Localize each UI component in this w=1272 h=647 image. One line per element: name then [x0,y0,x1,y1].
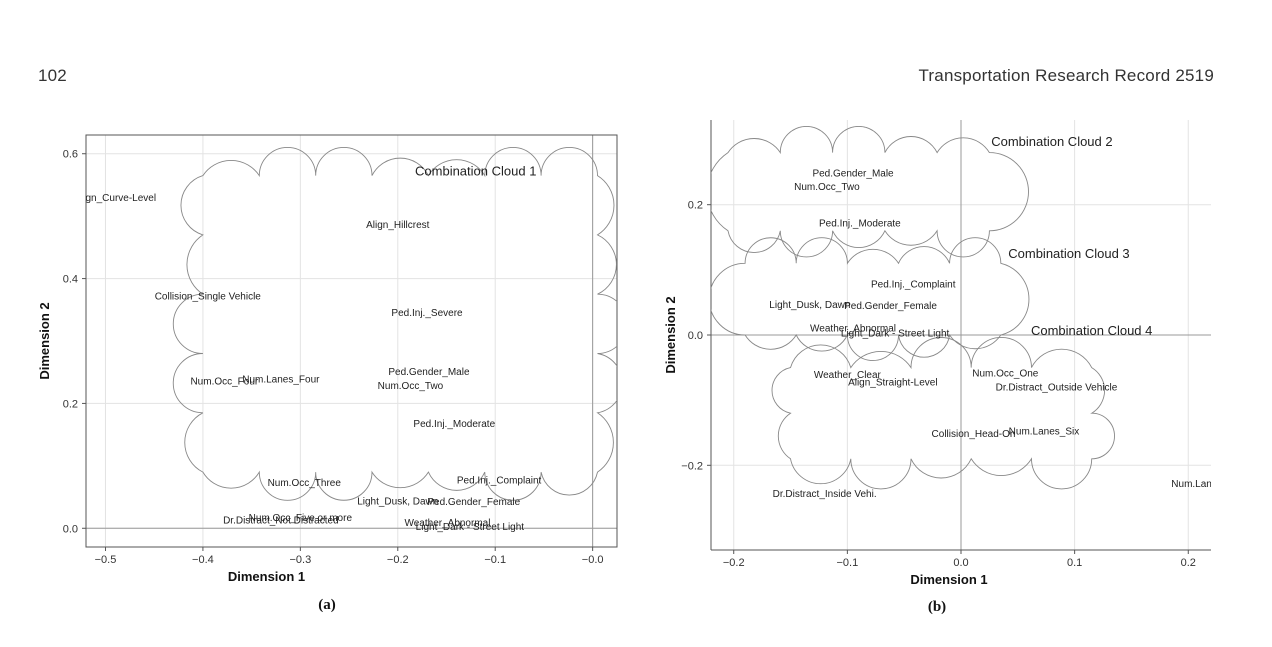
combination-cloud [771,337,1115,490]
y-axis-label: Dimension 2 [37,302,52,379]
chart-a: −0.5 −0.4 −0.3 −0.2 −0.1 −0.0 0.0 0.2 0.4 0.6 Dime… [37,134,618,613]
chart-b: −0.2 −0.1 0.0 0.1 0.2 −0.2 0.0 0.2 Dimension 1 Di… [663,120,1228,615]
point-label: Ped.Gender_Male [388,367,470,378]
plot-frame [85,134,618,548]
point-label: Ped.Inj._Moderate [413,419,495,430]
point-label: Weather_Abnormal [810,323,896,334]
point-label: Dr.Distract_Inside Vehi. [773,489,877,500]
cloud-label: Combination Cloud 2 [991,134,1112,149]
x-tick-label: −0.2 [723,557,745,569]
cloud-layer [172,147,617,501]
y-tick-label: 0.0 [63,523,78,535]
cloud-label: Combination Cloud 1 [415,164,536,179]
point-labels: Ped.Gender_Male Num.Occ_Two Ped.Inj._Moder… [769,168,1228,500]
x-tick-label: −0.0 [582,554,604,566]
point-label: Ped.Inj._Complaint [871,280,956,291]
x-tick-label: −0.5 [95,554,117,566]
x-tick-label: 0.0 [953,557,968,569]
point-label: Dr.Distract_Outside Vehicle [996,383,1118,394]
point-label: Num.Lanes_Four [242,375,320,386]
point-label: Ped.Gender_Female [844,301,937,312]
point-label: Ped.Inj._Moderate [819,218,901,229]
point-label: Light_Dark - Street Light [416,522,525,533]
point-label: Align_Curve-Level [74,193,156,204]
y-tick-label: 0.4 [63,274,78,286]
x-tick-label: −0.4 [192,554,214,566]
x-tick-label: 0.1 [1067,557,1082,569]
journal-title: Transportation Research Record 2519 [918,66,1214,85]
cloud-label: Combination Cloud 4 [1031,323,1152,338]
y-axis-label: Dimension 2 [663,296,678,373]
y-tick-label: 0.2 [688,200,703,212]
point-label: Num.Occ_Five or more [249,513,353,524]
point-label: Align_Straight-Level [848,377,938,388]
point-label: Light_Dusk, Dawn [769,300,850,311]
point-label: Light_Dusk, Dawn [357,496,438,507]
figure-caption: (a) [318,597,336,613]
point-label: Num.Occ_Two [794,182,860,193]
cloud-layer [711,126,1115,490]
page-number: 102 [38,66,67,85]
point-label: Weather_Abnormal [404,518,490,529]
combination-cloud [172,147,617,501]
x-axis-label: Dimension 1 [910,572,987,587]
point-label: Num.Occ_Four [190,376,258,387]
point-label: Dr.Distract_Not Distracted [223,516,339,527]
x-tick-label: −0.2 [387,554,409,566]
x-tick-label: −0.1 [837,557,859,569]
point-label: Ped.Gender_Male [812,168,894,179]
x-tick-label: 0.2 [1181,557,1196,569]
point-label: Ped.Inj._Severe [391,308,463,319]
combination-cloud [711,126,1029,258]
point-label: Num.Occ_Two [378,381,444,392]
x-axis-label: Dimension 1 [228,569,305,584]
y-tick-label: −0.2 [681,460,703,472]
y-tick-label: 0.0 [688,330,703,342]
point-label: Light_Dark - Street Light [841,329,950,340]
point-label: Ped.Inj._Complaint [457,476,542,487]
point-label: Num.Lanes_ [1171,479,1228,490]
point-label: Align_Hillcrest [366,220,430,231]
point-label: Collision_Head-On [932,429,1016,440]
point-label: Num.Lanes_Six [1009,426,1080,437]
point-label: Num.Occ_Three [268,478,342,489]
x-tick-label: −0.1 [484,554,506,566]
cloud-label: Combination Cloud 3 [1008,246,1129,261]
y-tick-label: 0.6 [63,149,78,161]
combination-cloud [711,237,1030,361]
x-tick-label: −0.3 [289,554,311,566]
point-label: Num.Occ_One [972,368,1039,379]
point-label: Ped.Gender_Female [427,497,520,508]
point-labels: Align_Curve-Level Align_Hillcrest Collisio… [74,193,542,533]
figure-caption: (b) [928,599,946,615]
y-tick-label: 0.2 [63,398,78,410]
point-label: Collision_Single Vehicle [155,292,262,303]
point-label: Weather_Clear [814,370,882,381]
